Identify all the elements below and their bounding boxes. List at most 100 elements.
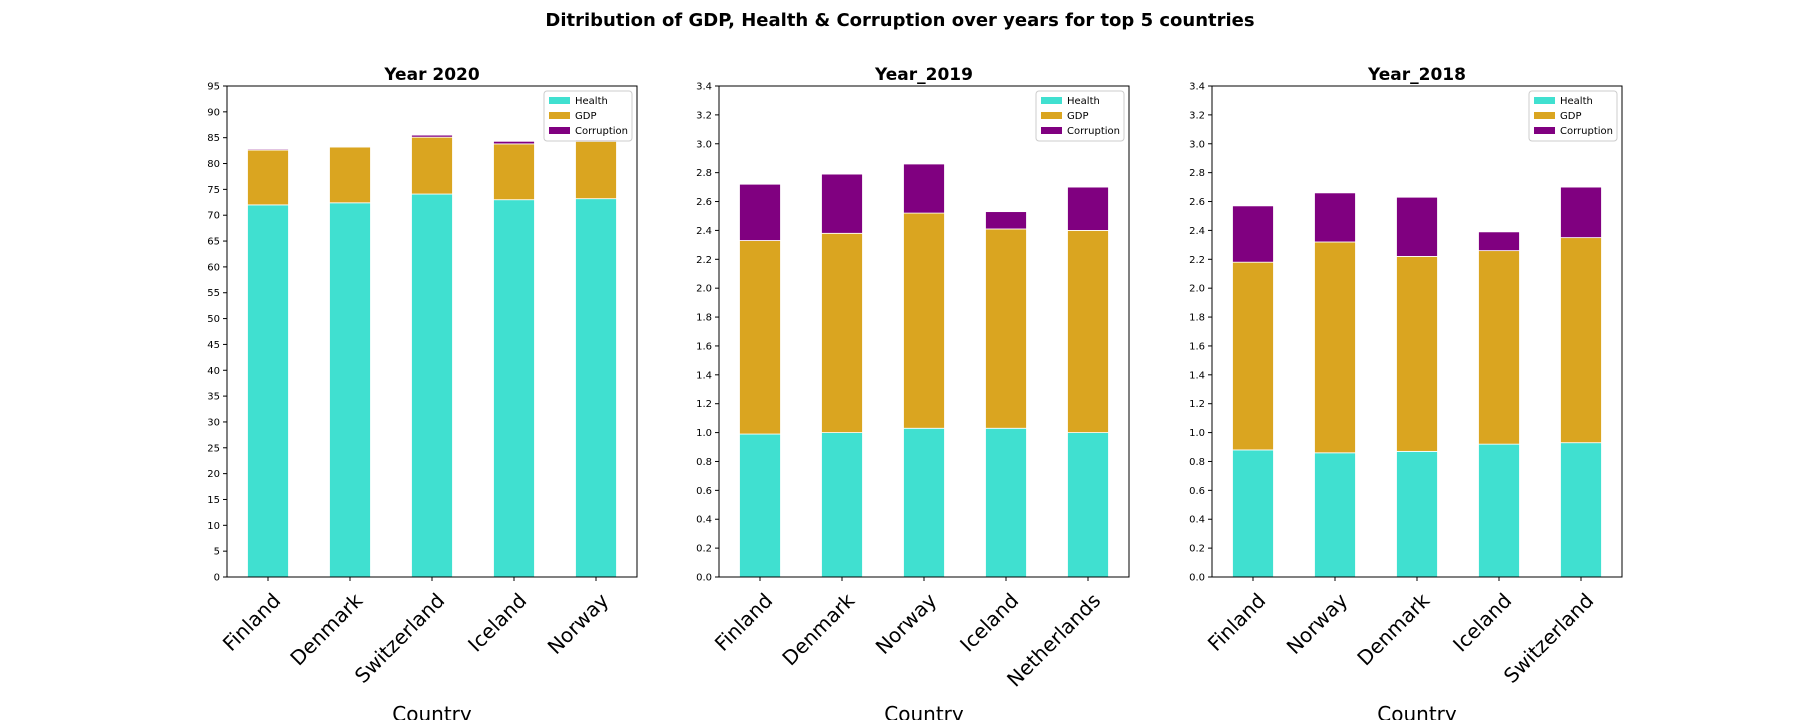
axes-frame — [718, 85, 1130, 578]
bar-gdp-denmark — [1396, 256, 1438, 452]
y-tick-label: 2.6 — [696, 197, 712, 208]
y-tick-label: 0 — [214, 573, 220, 584]
y-tick-label: 25 — [207, 443, 220, 454]
bar-gdp-iceland — [985, 228, 1027, 429]
y-tick-label: 85 — [207, 133, 220, 144]
bar-gdp-finland — [739, 240, 781, 435]
bar-health-iceland — [985, 427, 1027, 578]
y-tick-label: 20 — [207, 469, 220, 480]
legend: Health GDP Corruption — [1528, 90, 1618, 142]
legend-swatch-corruption — [1534, 127, 1555, 134]
legend-swatch-health — [1041, 97, 1062, 104]
y-tick-label: 0.8 — [1189, 457, 1205, 468]
figure-title: Ditribution of GDP, Health & Corruption … — [545, 10, 1255, 31]
x-tick-label: Norway — [1282, 588, 1353, 659]
x-tick-label: Finland — [218, 588, 286, 656]
y-tick-label: 1.0 — [696, 428, 712, 439]
y-tick-label: 0.6 — [1189, 486, 1205, 497]
bar-gdp-iceland — [493, 143, 535, 201]
bar-health-finland — [247, 204, 289, 578]
y-tick-label: 15 — [207, 495, 220, 506]
bar-gdp-norway — [903, 212, 945, 429]
bar-health-norway — [903, 427, 945, 578]
bar-gdp-finland — [1232, 261, 1274, 451]
y-tick-label: 30 — [207, 417, 220, 428]
bar-corruption-iceland — [985, 211, 1027, 230]
y-tick-label: 2.4 — [696, 226, 712, 237]
bar-health-denmark — [821, 432, 863, 578]
x-tick-label: Iceland — [1448, 588, 1516, 656]
bar-gdp-norway — [1314, 241, 1356, 454]
y-tick-label: 0.2 — [696, 544, 712, 555]
y-tick-label: 1.6 — [1189, 341, 1205, 352]
bar-gdp-switzerland — [1560, 237, 1602, 444]
y-tick-label: 60 — [207, 262, 220, 273]
bar-corruption-switzerland — [1560, 186, 1602, 239]
legend-label-gdp: GDP — [1067, 111, 1088, 122]
legend-label-corruption: Corruption — [1067, 126, 1120, 137]
y-tick-label: 0.0 — [696, 573, 712, 584]
x-tick-label: Finland — [1203, 588, 1271, 656]
bar-corruption-iceland — [1478, 231, 1520, 252]
x-axis-label: Country — [392, 702, 472, 720]
y-tick-label: 50 — [207, 314, 220, 325]
axes-frame — [1211, 85, 1623, 578]
legend-swatch-health — [1534, 97, 1555, 104]
chart-title: Year 2020 — [383, 65, 480, 85]
legend-label-corruption: Corruption — [1560, 126, 1613, 137]
y-tick-label: 2.4 — [1189, 226, 1205, 237]
bar-health-denmark — [1396, 450, 1438, 578]
y-tick-label: 2.2 — [1189, 255, 1205, 266]
bar-corruption-norway — [1314, 192, 1356, 243]
y-tick-label: 10 — [207, 521, 220, 532]
bar-gdp-switzerland — [411, 136, 453, 195]
y-tick-label: 90 — [207, 107, 220, 118]
bar-corruption-denmark — [329, 146, 371, 148]
bar-gdp-denmark — [329, 146, 371, 204]
y-tick-label: 80 — [207, 159, 220, 170]
y-tick-label: 45 — [207, 340, 220, 351]
legend-label-health: Health — [1067, 96, 1100, 107]
y-tick-label: 0.8 — [696, 457, 712, 468]
y-tick-label: 2.0 — [1189, 284, 1205, 295]
y-tick-label: 0.2 — [1189, 544, 1205, 555]
bar-corruption-finland — [739, 183, 781, 241]
bar-corruption-iceland — [493, 140, 535, 145]
y-tick-label: 1.8 — [1189, 313, 1205, 324]
bar-health-finland — [1232, 449, 1274, 578]
y-tick-label: 3.2 — [696, 110, 712, 121]
bar-corruption-netherlands — [1067, 186, 1109, 231]
y-tick-label: 0.6 — [696, 486, 712, 497]
bar-health-switzerland — [1560, 442, 1602, 578]
legend-label-health: Health — [575, 96, 608, 107]
y-tick-label: 95 — [207, 82, 220, 93]
legend-swatch-corruption — [549, 127, 570, 134]
legend-swatch-gdp — [1534, 112, 1555, 119]
y-tick-label: 0.4 — [696, 515, 712, 526]
y-tick-label: 70 — [207, 211, 220, 222]
chart-title: Year_2018 — [1367, 65, 1466, 85]
y-tick-label: 1.2 — [696, 399, 712, 410]
x-tick-label: Norway — [543, 588, 614, 659]
legend-swatch-gdp — [1041, 112, 1062, 119]
bar-gdp-netherlands — [1067, 230, 1109, 433]
bar-corruption-switzerland — [411, 134, 453, 138]
y-tick-label: 5 — [214, 547, 220, 558]
y-tick-label: 35 — [207, 392, 220, 403]
bar-health-denmark — [329, 202, 371, 578]
y-tick-label: 3.0 — [696, 139, 712, 150]
bar-health-finland — [739, 433, 781, 578]
y-tick-label: 2.0 — [696, 284, 712, 295]
legend: Health GDP Corruption — [543, 90, 633, 142]
bar-health-iceland — [493, 199, 535, 578]
legend-swatch-corruption — [1041, 127, 1062, 134]
bar-health-norway — [1314, 452, 1356, 578]
x-axis-label: Country — [1377, 702, 1457, 720]
y-tick-label: 3.2 — [1189, 110, 1205, 121]
axes-frame — [226, 85, 638, 578]
bar-corruption-norway — [903, 163, 945, 214]
x-tick-label: Denmark — [777, 588, 859, 670]
